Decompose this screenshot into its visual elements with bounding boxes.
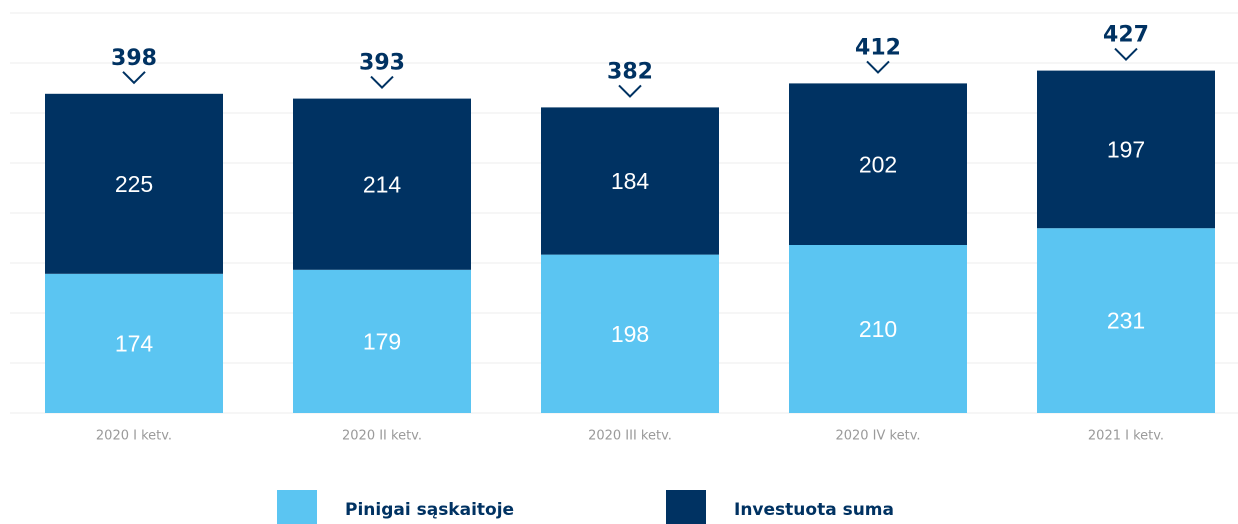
segment-label: 214: [363, 171, 402, 197]
chevron: [122, 71, 146, 85]
total-label: 393: [359, 51, 405, 76]
segment-label: 184: [611, 168, 650, 194]
bar-segment: [293, 269, 471, 413]
total-label: 412: [855, 35, 901, 60]
segment-label: 231: [1107, 308, 1145, 334]
total-label: 398: [111, 46, 157, 71]
chevron: [618, 84, 642, 98]
legend-label: Pinigai sąskaitoje: [345, 500, 514, 520]
segment-label: 179: [363, 328, 401, 354]
chevron: [370, 75, 394, 90]
bar-segment: [1037, 70, 1215, 229]
x-tick-label: 2020 III ketv.: [588, 429, 672, 444]
chevron: [866, 60, 890, 74]
bar-segment: [1037, 228, 1215, 413]
segment-label: 210: [859, 316, 897, 342]
segment-label: 197: [1107, 136, 1145, 162]
x-tick-label: 2020 I ketv.: [96, 429, 172, 444]
bar-segment: [541, 107, 719, 255]
segment-label: 198: [611, 321, 649, 347]
bar-segment: [789, 245, 967, 413]
x-tick-label: 2020 IV ketv.: [835, 429, 920, 444]
x-tick-label: 2020 II ketv.: [342, 429, 422, 444]
chevron: [1114, 47, 1138, 62]
segment-label: 225: [115, 171, 153, 197]
total-label: 427: [1103, 23, 1149, 48]
bar-segment: [541, 254, 719, 413]
segment-label: 174: [115, 330, 154, 356]
legend-swatch: [277, 490, 317, 524]
segment-label: 202: [859, 151, 897, 177]
legend-swatch: [666, 490, 706, 524]
bar-segment: [45, 93, 223, 274]
legend-label: Investuota suma: [734, 500, 894, 520]
bar-segment: [293, 98, 471, 270]
total-label: 382: [607, 59, 653, 84]
bar-segment: [45, 273, 223, 413]
x-tick-label: 2021 I ketv.: [1088, 429, 1164, 444]
bar-segment: [789, 83, 967, 246]
